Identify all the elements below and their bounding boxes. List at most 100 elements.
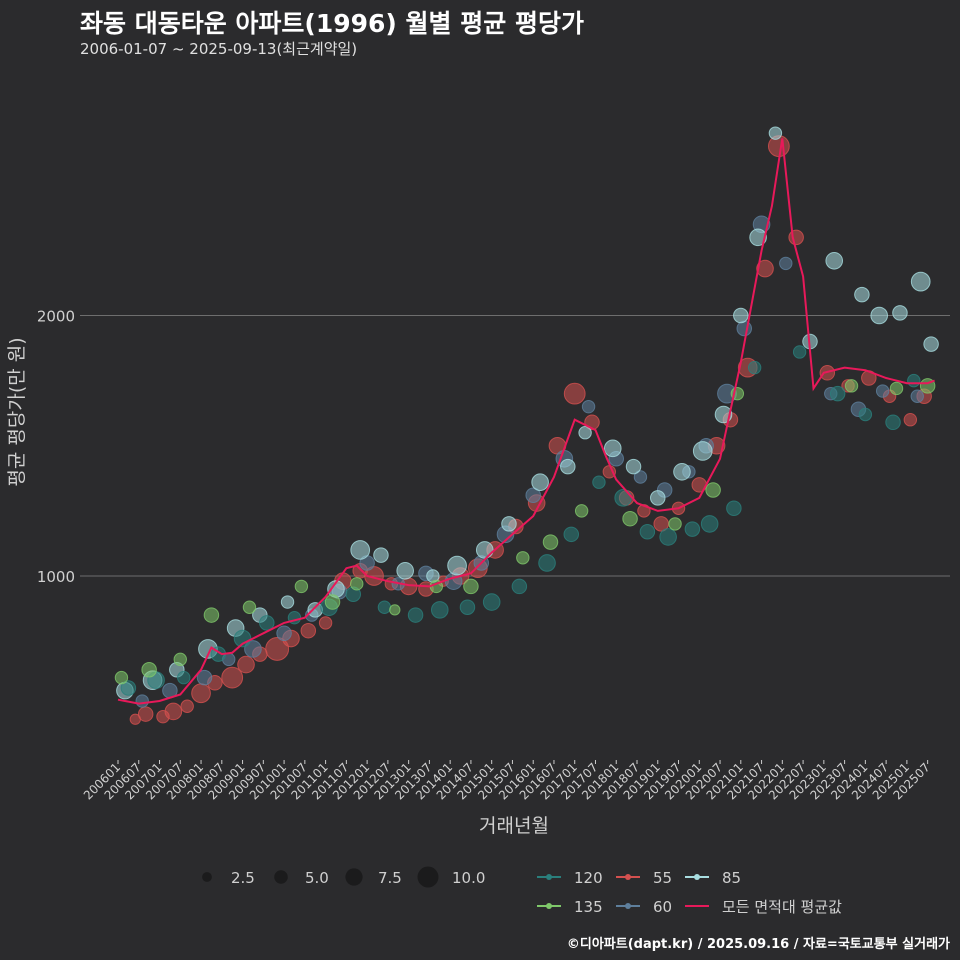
point-120 (684, 521, 701, 537)
size-legend-dot (417, 866, 439, 888)
point-120 (858, 407, 873, 422)
point-120 (829, 385, 846, 402)
point-55 (265, 636, 290, 661)
point-55 (563, 382, 586, 405)
point-120 (885, 414, 901, 431)
point-120 (614, 489, 632, 507)
y-axis-ticks: 1000 2000 (37, 308, 75, 587)
point-85 (396, 561, 414, 580)
point-85 (531, 473, 549, 492)
point-135 (705, 482, 721, 498)
point-85 (870, 306, 889, 325)
scatter-points (114, 126, 939, 725)
average-line (117, 138, 935, 705)
legend-key-dot (625, 874, 631, 880)
legend-label-s135: 135 (574, 898, 603, 916)
legend-label-avg: 모든 면적대 평균값 (722, 898, 842, 916)
chart-title: 좌동 대동타운 아파트(1996) 월별 평균 평당가 (80, 9, 584, 38)
y-axis-label: 평균 평당가(만 원) (6, 337, 28, 486)
point-85 (854, 286, 870, 303)
x-axis-label: 거래년월 (479, 815, 549, 837)
size-legend-label: 5.0 (305, 869, 329, 887)
chart-subtitle: 2006-01-07 ~ 2025-09-13(최근계약일) (80, 40, 358, 58)
point-60 (736, 320, 753, 337)
point-120 (907, 373, 921, 388)
point-85 (603, 439, 622, 458)
point-85 (768, 126, 783, 140)
point-135 (463, 578, 479, 595)
point-55 (137, 706, 154, 722)
legend-key-dot (546, 903, 552, 909)
point-60 (276, 625, 292, 642)
point-55 (903, 413, 918, 427)
point-120 (639, 523, 656, 540)
point-85 (501, 516, 517, 532)
point-120 (592, 475, 606, 489)
point-85 (650, 490, 666, 506)
legend: 2.5 5.0 7.5 10.0 120 55 85 135 60 모든 면적대 평균값 (202, 866, 842, 916)
point-120 (259, 615, 275, 631)
point-55 (191, 683, 211, 704)
point-60 (633, 470, 648, 484)
point-120 (563, 526, 580, 543)
point-55 (221, 666, 244, 689)
point-120 (177, 670, 191, 685)
point-135 (114, 670, 129, 685)
point-55 (756, 259, 774, 278)
size-legend-label: 2.5 (231, 869, 255, 887)
point-85 (447, 555, 467, 576)
point-55 (164, 702, 183, 721)
grid-lines (80, 315, 950, 577)
point-60 (135, 694, 149, 708)
point-85 (373, 547, 389, 563)
point-85 (733, 307, 749, 324)
size-legend-label: 7.5 (378, 869, 402, 887)
point-55 (180, 699, 194, 713)
legend-label-s85: 85 (722, 869, 741, 887)
size-legend-dot (202, 872, 212, 882)
point-85 (825, 251, 844, 270)
point-135 (141, 662, 157, 678)
point-55 (767, 135, 790, 158)
point-55 (300, 622, 317, 639)
point-60 (910, 389, 924, 403)
point-85 (307, 602, 323, 618)
footer-credit: ©디아파트(dapt.kr) / 2025.09.16 / 자료=국토교통부 실… (566, 937, 950, 952)
point-135 (542, 534, 559, 550)
point-120 (792, 345, 807, 359)
point-120 (726, 500, 742, 517)
point-135 (203, 607, 220, 623)
legend-key-dot (694, 874, 700, 880)
size-legend-dot (345, 868, 363, 886)
point-55 (788, 229, 804, 246)
point-85 (749, 228, 767, 247)
size-legend-dot (274, 870, 288, 884)
point-85 (560, 458, 576, 475)
point-135 (324, 594, 341, 610)
point-135 (889, 381, 904, 396)
point-60 (779, 256, 793, 271)
point-85 (350, 540, 371, 560)
y-tick-label: 1000 (37, 568, 75, 586)
point-60 (244, 640, 262, 658)
point-55 (318, 616, 333, 630)
point-135 (294, 579, 309, 594)
point-135 (350, 577, 364, 591)
point-85 (673, 463, 691, 481)
point-55 (237, 655, 255, 674)
point-60 (196, 669, 213, 686)
point-120 (538, 554, 556, 572)
point-85 (280, 595, 295, 609)
point-135 (516, 551, 530, 565)
legend-label-s120: 120 (574, 869, 603, 887)
legend-key-dot (546, 874, 552, 880)
legend-key-dot (625, 903, 631, 909)
point-85 (625, 458, 642, 475)
x-axis-ticks: 2006012006072007012007072008012008072009… (81, 760, 933, 803)
point-120 (747, 360, 762, 375)
point-60 (525, 487, 541, 503)
point-85 (892, 305, 908, 321)
point-120 (511, 578, 528, 595)
point-120 (120, 680, 137, 696)
